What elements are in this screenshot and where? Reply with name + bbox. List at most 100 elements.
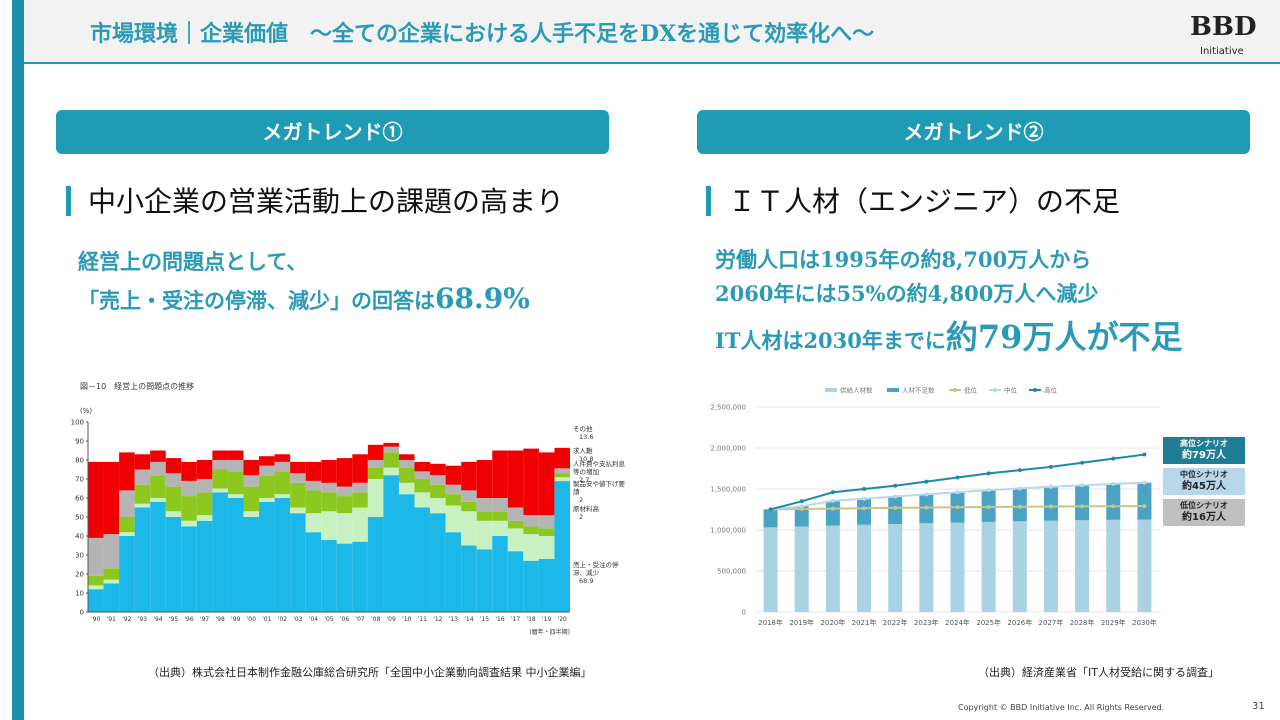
point [768, 507, 773, 512]
x-tick-label: '11 [418, 616, 427, 623]
bar-segment [492, 450, 508, 498]
bar-segment [430, 484, 446, 498]
x-tick-label: '13 [449, 616, 458, 623]
bar-segment [259, 456, 275, 466]
bar-segment [103, 568, 120, 580]
bar-segment [445, 465, 462, 485]
bar-segment [274, 461, 291, 472]
lead: 2060年には55%の約4,800万人へ減少 [715, 281, 1099, 306]
bar-segment [212, 460, 228, 470]
bar-segment [274, 471, 291, 495]
bar-segment [763, 509, 778, 528]
bar-segment [367, 444, 384, 460]
bar-segment [554, 481, 570, 612]
point [1017, 504, 1022, 509]
bar-segment [290, 507, 306, 514]
point [799, 504, 804, 509]
scenario-high: 高位シナリオ 約79万人 [1163, 437, 1245, 464]
x-tick-label: '99 [231, 616, 240, 623]
chart-left: 図－10 経営上の問題点の推移 (%) 0 10 20 30 40 50 60 70 80 90 100… [71, 381, 625, 636]
x-tick-label: '08 [371, 616, 380, 623]
bar-segment [181, 480, 197, 497]
bar-segment [290, 513, 306, 612]
bar-segment [461, 511, 477, 546]
bar-segment [523, 560, 539, 612]
bar-segment [212, 488, 228, 493]
bar-segment [507, 528, 524, 552]
lead: 経営上の問題点として、 [78, 249, 308, 274]
bar-segment [227, 450, 244, 460]
bar-segment [119, 536, 135, 612]
bar-segment [88, 589, 104, 612]
x-tick-label: '05 [324, 616, 333, 623]
annotation-name: 人件費や支払利息等の増加 [573, 460, 625, 476]
x-tick-label: '04 [309, 616, 318, 623]
bar-segment [1075, 485, 1090, 521]
bar-segment [259, 501, 275, 612]
point [830, 498, 835, 503]
point [924, 479, 929, 484]
x-tick-label: 2018年 [758, 618, 783, 627]
bar-segment [445, 494, 462, 506]
bar-segment [445, 505, 462, 533]
bar-segment [1137, 519, 1152, 612]
bar-segment [321, 492, 337, 512]
source: （出典）株式会社日本制作金融公庫総合研究所「全国中小企業動向調査結果 中小企業編… [148, 666, 592, 679]
x-tick-label: 2024年 [945, 618, 970, 627]
point [1142, 504, 1147, 509]
x-tick-label: '97 [200, 616, 209, 623]
bar-segment [119, 490, 135, 517]
bar-segment [150, 501, 166, 612]
x-tick-label: 2028年 [1070, 618, 1095, 627]
point [893, 483, 898, 488]
bar-segment [383, 475, 399, 612]
bar-segment [857, 498, 872, 525]
scenario-value: 約79万人 [1182, 450, 1226, 461]
point [1111, 481, 1116, 486]
bar-segment [414, 479, 431, 493]
x-tick-label: 2030年 [1132, 618, 1157, 627]
y-tick-label: 1,000,000 [710, 527, 746, 535]
x-tick-label: '18 [526, 616, 535, 623]
bar-segment [352, 454, 368, 483]
bar-segment [794, 526, 809, 612]
y-unit: (%) [80, 407, 92, 415]
bar-segment [398, 482, 415, 495]
bar-segment [212, 469, 228, 489]
bar-segment [227, 471, 244, 495]
bar-segment [305, 480, 322, 491]
bar-segment [507, 450, 524, 508]
bar-segment [134, 469, 151, 485]
bar-segment [888, 524, 903, 612]
bar-segment [150, 475, 166, 498]
bar-segment [476, 460, 493, 498]
bar-segment [461, 461, 477, 491]
bar-segment [507, 507, 524, 521]
bar-segment [888, 496, 903, 525]
page-number: 31 [1252, 701, 1265, 712]
point [1048, 464, 1053, 469]
annotation-name: 求人難 [573, 447, 593, 455]
bar-segment [290, 473, 306, 483]
bar-segment [103, 579, 120, 584]
bar-segment [150, 461, 166, 476]
bar-segment [538, 536, 555, 559]
copyright: Copyright © BBD Initiative Inc. All Righ… [958, 703, 1165, 712]
y-tick-label: 40 [75, 533, 84, 541]
bar-segment [461, 501, 477, 512]
bar-segment [227, 494, 244, 498]
bar-segment [88, 461, 104, 538]
bar-segment [919, 523, 934, 612]
bar-segment [103, 461, 120, 535]
point [986, 504, 991, 509]
point [862, 487, 867, 491]
bar-segment [398, 460, 415, 468]
bar-segment [367, 460, 384, 468]
bar-segment [134, 503, 151, 508]
bar-segment [367, 479, 384, 517]
bar-segment [119, 532, 135, 536]
bar-segment [305, 490, 322, 514]
logo-top: BBD [1190, 12, 1257, 42]
point [1080, 483, 1085, 488]
